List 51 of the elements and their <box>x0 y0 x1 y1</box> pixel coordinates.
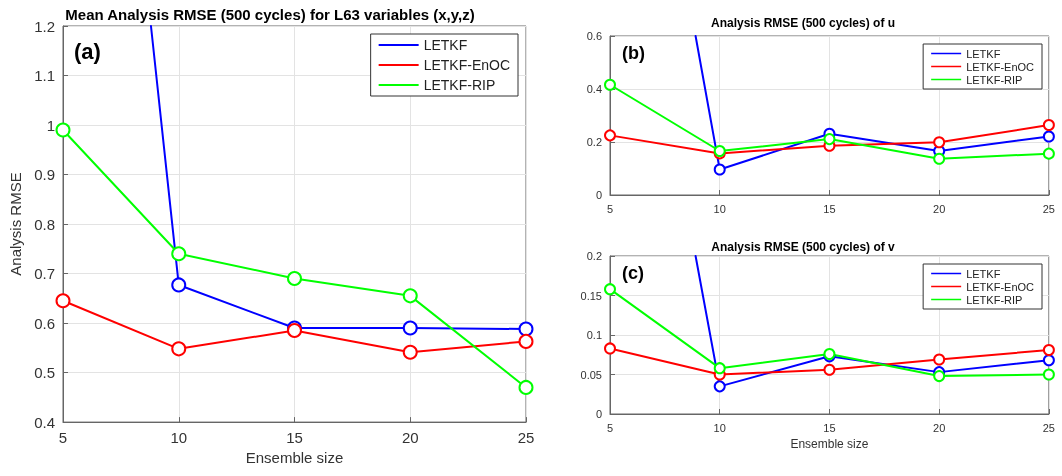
legend-label: LETKF-RIP <box>423 77 496 93</box>
y-tick-label: 0.15 <box>580 289 602 302</box>
y-tick-label: 0.4 <box>586 83 602 95</box>
legend-label: LETKF-RIP <box>966 293 1023 306</box>
x-tick-label: 25 <box>517 429 535 447</box>
x-tick-label: 10 <box>170 429 188 447</box>
x-tick-label: 25 <box>1042 202 1056 215</box>
legend-label: LETKF-EnOC <box>966 60 1035 73</box>
y-tick-label: 0.6 <box>586 30 602 42</box>
legend-label: LETKF-RIP <box>966 73 1023 86</box>
chart-title: Analysis RMSE (500 cycles) of v <box>711 240 896 254</box>
x-tick-label: 15 <box>823 421 836 434</box>
legend-label: LETKF <box>966 47 1001 60</box>
y-tick-label: 0.6 <box>34 314 55 332</box>
y-tick-label: 1 <box>46 116 55 134</box>
y-tick-label: 0.9 <box>34 166 55 184</box>
x-tick-label: 15 <box>286 429 303 447</box>
y-tick-label: 0.7 <box>34 265 55 283</box>
x-tick-label: 10 <box>713 421 726 434</box>
x-tick-label: 20 <box>933 421 946 434</box>
y-tick-label: 0 <box>595 408 602 420</box>
y-tick-label: 0.8 <box>34 215 55 233</box>
x-tick-label: 25 <box>1042 421 1056 434</box>
y-tick-label: 0.4 <box>34 413 55 431</box>
annotation: (c) <box>622 263 644 283</box>
y-tick-label: 0.2 <box>586 250 602 262</box>
x-axis-title: Ensemble size <box>245 449 344 466</box>
y-tick-label: 0.2 <box>586 136 602 148</box>
x-axis-title: Ensemble size <box>790 436 869 451</box>
y-tick-label: 0.5 <box>34 364 55 382</box>
y-tick-label: 1.1 <box>34 67 55 85</box>
chart-title: Analysis RMSE (500 cycles) of u <box>710 16 896 30</box>
y-axis-title: Analysis RMSE <box>7 172 24 276</box>
legend-label: LETKF <box>966 267 1001 280</box>
x-tick-label: 15 <box>823 202 836 215</box>
y-tick-label: 0.1 <box>586 329 602 341</box>
annotation: (a) <box>74 38 101 64</box>
x-tick-label: 10 <box>713 202 726 215</box>
annotation: (b) <box>622 43 645 63</box>
x-tick-label: 20 <box>401 429 419 447</box>
legend-label: LETKF <box>423 37 468 53</box>
legend-label: LETKF-EnOC <box>423 57 511 73</box>
legend-label: LETKF-EnOC <box>966 280 1035 293</box>
y-tick-label: 0.05 <box>580 368 602 381</box>
y-tick-label: 0 <box>595 189 602 201</box>
x-tick-label: 5 <box>606 421 614 434</box>
x-tick-label: 20 <box>933 202 946 215</box>
chart-title: Mean Analysis RMSE (500 cycles) for L63 variables (x,y,z) <box>65 6 475 23</box>
x-tick-label: 5 <box>58 429 68 447</box>
y-tick-label: 1.2 <box>34 17 55 35</box>
x-tick-label: 5 <box>606 202 614 215</box>
